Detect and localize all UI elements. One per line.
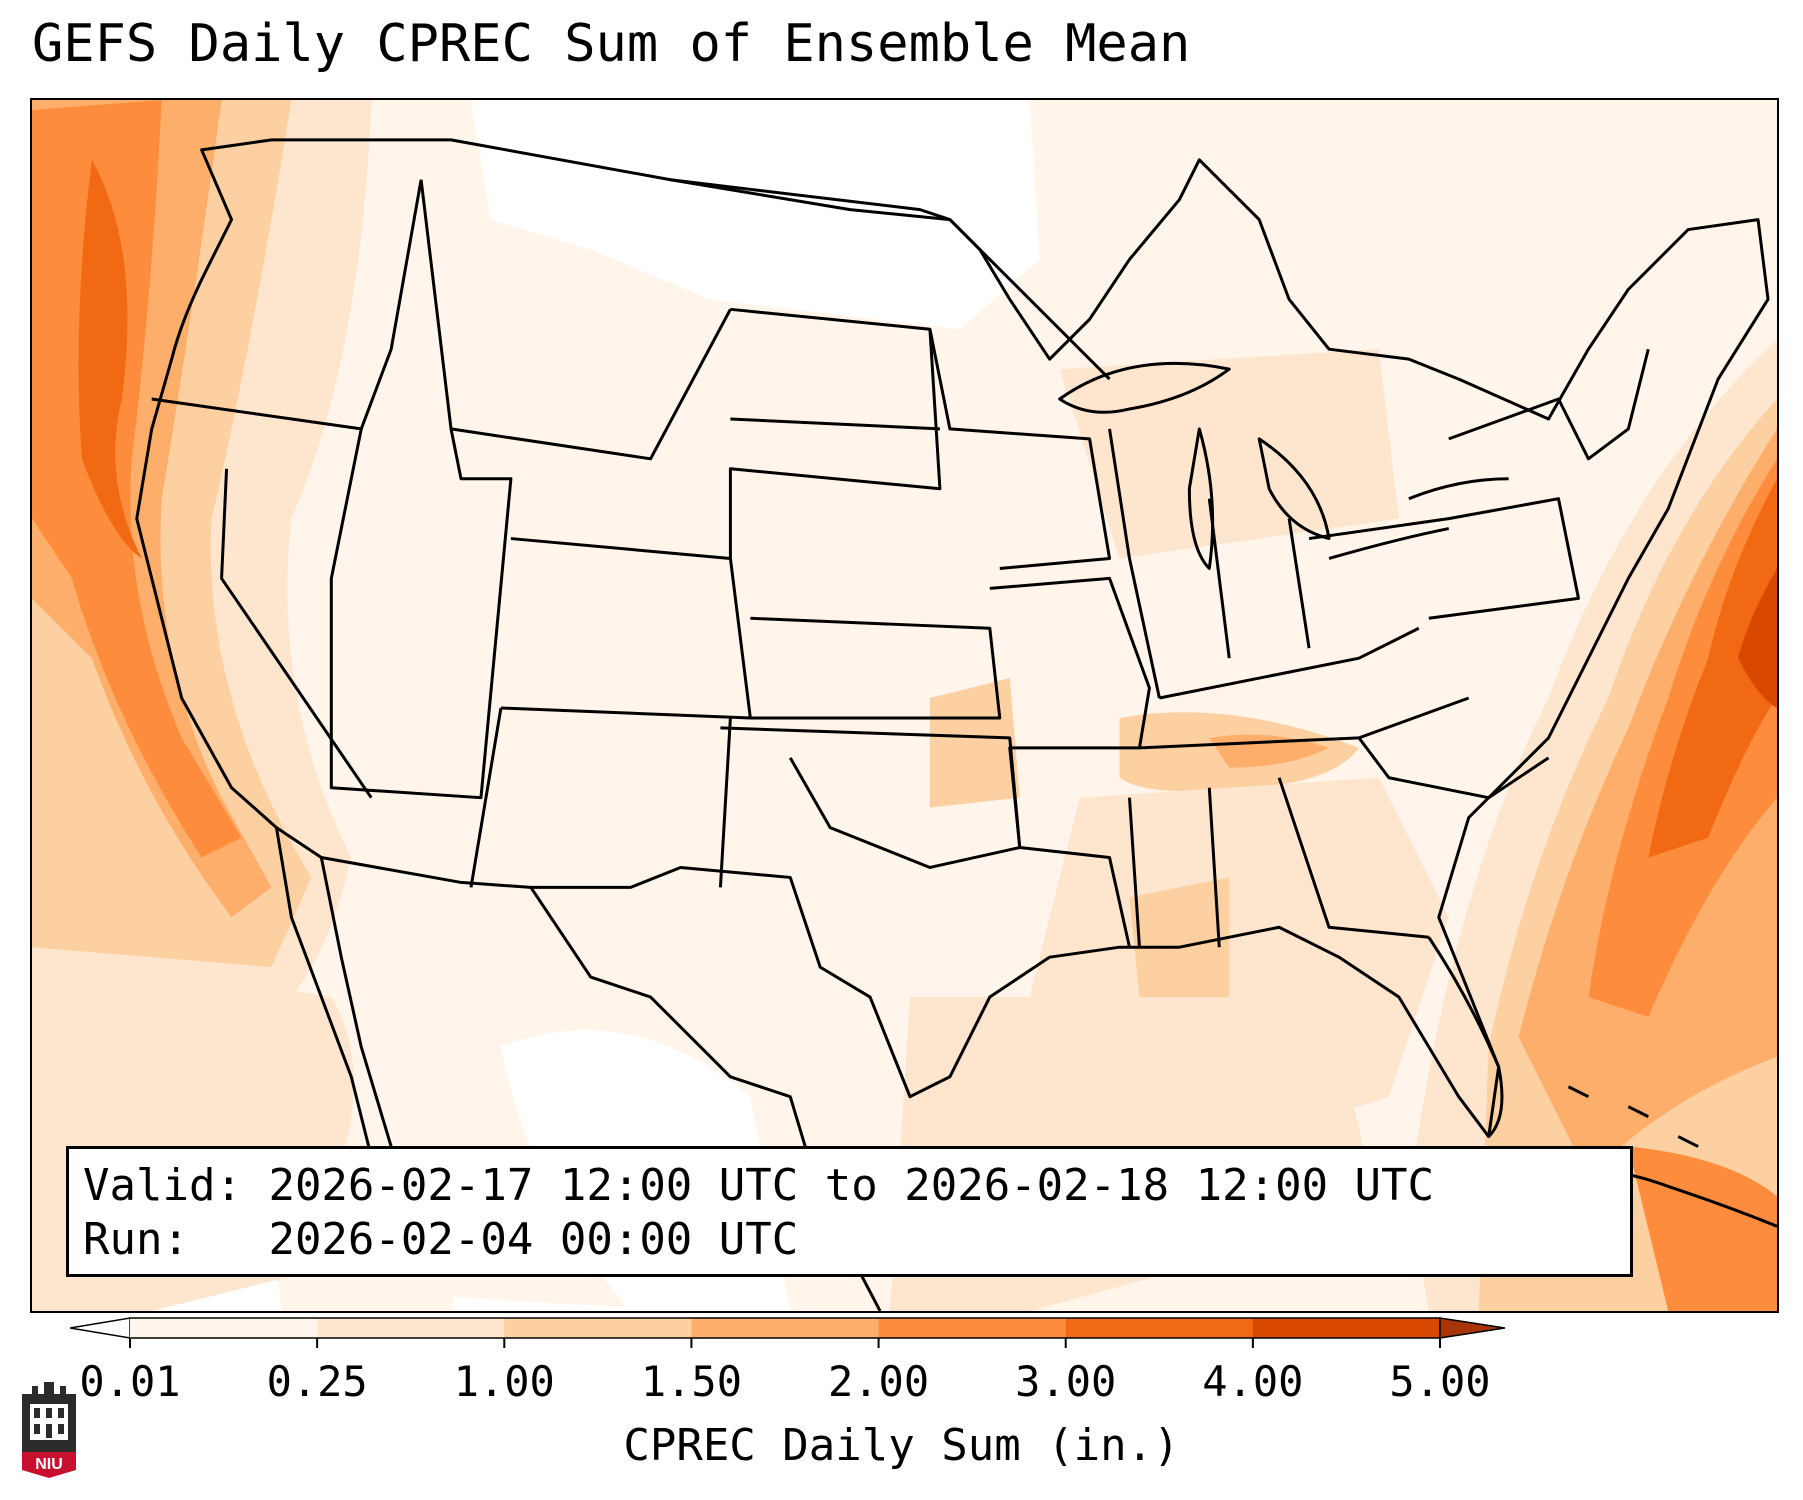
- pacific-extreme-band: [78, 159, 142, 559]
- line-ms-al-ga: [1127, 777, 1429, 948]
- colorbar: 0.01 0.25 1.00 1.50 2.00 3.00 4.00 5.00: [70, 1317, 1506, 1406]
- line-canada-border: [670, 178, 1111, 381]
- run-label: Run:: [83, 1214, 189, 1265]
- line-nv-ca: [220, 468, 373, 799]
- atlantic-extreme-band: [1648, 478, 1777, 858]
- svg-text:NIU: NIU: [35, 1456, 63, 1473]
- valid-run-info-box: Valid: 2026-02-17 12:00 UTC to 2026-02-1…: [66, 1146, 1633, 1277]
- line-az-nm: [469, 707, 732, 888]
- run-value: 2026-02-04 00:00 UTC: [268, 1214, 799, 1265]
- great-lakes-light: [1059, 349, 1399, 559]
- baja-peninsula: [274, 827, 373, 1157]
- colorbar-segment: [317, 1318, 505, 1338]
- line-co: [500, 537, 752, 720]
- colorbar-over-extension: [1439, 1317, 1506, 1339]
- precip-map: [32, 100, 1777, 1311]
- colorbar-tick-label: 0.25: [267, 1357, 368, 1406]
- colorbar-tick-label: 2.00: [828, 1357, 929, 1406]
- colorbar-segment: [1252, 1318, 1441, 1338]
- colorbar-segment: [1065, 1318, 1254, 1338]
- colorbar-tick-label: 1.00: [454, 1357, 555, 1406]
- colorbar-tick-label: 0.01: [79, 1357, 180, 1406]
- colorbar-tick-label: 5.00: [1389, 1357, 1490, 1406]
- colorbar-segment: [878, 1318, 1067, 1338]
- line-ny-ne: [1448, 348, 1650, 461]
- offgrid-bottom-left: [32, 1246, 930, 1311]
- lake-michigan: [1187, 427, 1215, 570]
- valid-line: Valid: 2026-02-17 12:00 UTC to 2026-02-1…: [83, 1159, 1630, 1213]
- lake-erie-ontario: [1328, 477, 1509, 560]
- colorbar-outline: [130, 1317, 1440, 1339]
- line-mo-ar: [989, 576, 1151, 948]
- line-carolinas: [1357, 736, 1550, 800]
- louisiana-moderate: [1129, 877, 1230, 998]
- colorbar-tick-label: 4.00: [1202, 1357, 1303, 1406]
- line-or-id: [151, 179, 423, 431]
- colorbar-tick-label: 1.50: [641, 1357, 742, 1406]
- state-boundaries: [135, 138, 1777, 1311]
- atlantic-max-core: [1738, 568, 1777, 708]
- colorbar-segment: [130, 1318, 318, 1338]
- line-ut: [329, 428, 513, 800]
- colorbar-segment: [504, 1318, 692, 1338]
- caribbean-heavy: [1628, 1146, 1777, 1311]
- line-mt-wy: [419, 179, 732, 461]
- colorbar-segment: [691, 1318, 880, 1338]
- dry-northern-plains: [470, 100, 1040, 330]
- line-ks-ne: [750, 616, 1002, 720]
- colorbar-under-extension: [70, 1317, 131, 1339]
- valid-value: 2026-02-17 12:00 UTC to 2026-02-18 12:00…: [268, 1160, 1435, 1211]
- line-dakotas: [728, 307, 942, 559]
- colorbar-label: CPREC Daily Sum (in.): [623, 1420, 1180, 1471]
- lake-huron: [1257, 437, 1331, 541]
- valid-label: Valid:: [83, 1160, 242, 1211]
- page-title: GEFS Daily CPREC Sum of Ensemble Mean: [32, 14, 1191, 74]
- line-oh-pa: [1308, 497, 1580, 620]
- colorbar-tick-label: 3.00: [1015, 1357, 1116, 1406]
- florida-peninsula: [1427, 936, 1504, 1138]
- map-frame: [30, 98, 1779, 1313]
- us-outline: [135, 138, 1770, 1139]
- run-line: Run: 2026-02-04 00:00 UTC: [83, 1213, 1630, 1267]
- line-ok-tx: [720, 726, 1022, 869]
- precip-field: [32, 100, 1777, 1311]
- line-mn-ia: [928, 328, 1112, 570]
- bahamas: [1567, 1085, 1699, 1148]
- oklahoma-moderate: [929, 678, 1020, 808]
- niu-castle-logo-icon: NIU: [22, 1382, 76, 1478]
- lake-superior: [1058, 361, 1231, 414]
